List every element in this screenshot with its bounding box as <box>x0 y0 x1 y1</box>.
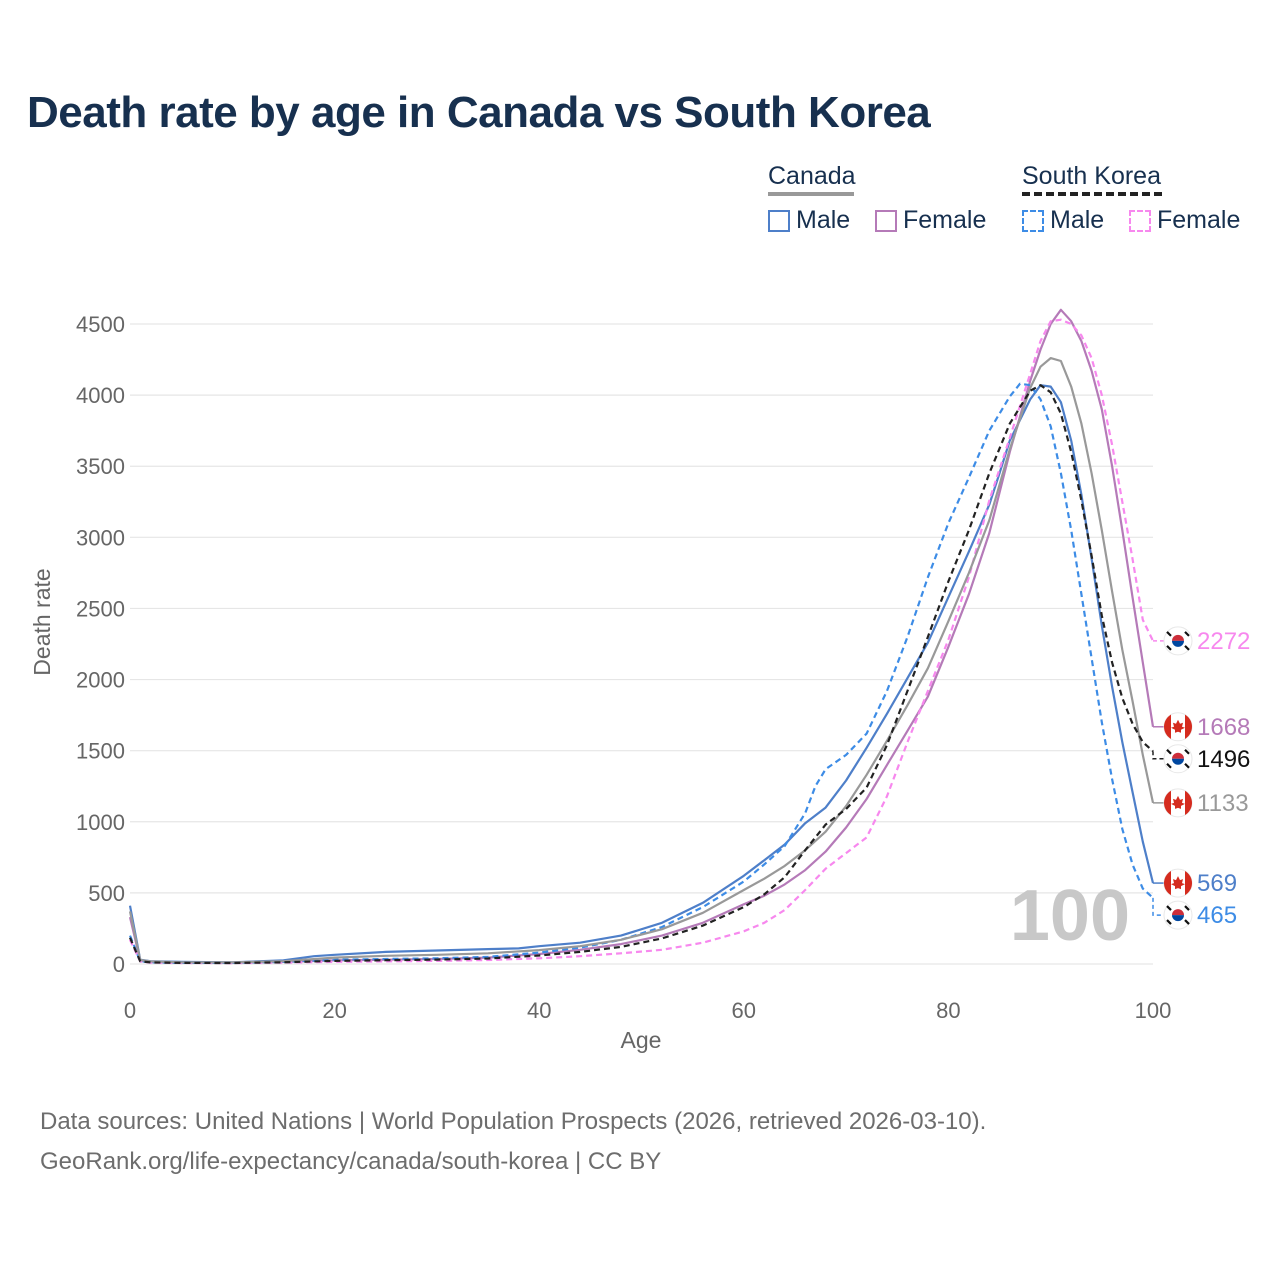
y-axis-ticks: 0 500 1000 1500 2000 2500 3000 3500 4000 4500 <box>76 312 125 977</box>
end-label-value: 2272 <box>1197 628 1250 655</box>
y-tick-label: 0 <box>113 952 125 977</box>
end-label-connector <box>1152 751 1164 760</box>
legend-swatch <box>875 209 897 232</box>
chart-title: Death rate by age in Canada vs South Kor… <box>27 88 931 137</box>
y-tick-label: 4500 <box>76 312 125 337</box>
y-tick-label: 1000 <box>76 810 125 835</box>
series-lines <box>128 308 1155 965</box>
x-tick-label: 20 <box>322 998 346 1023</box>
south-korea-flag-icon <box>1163 744 1193 774</box>
y-tick-label: 3000 <box>76 525 125 550</box>
series-line-south-korea-total[interactable] <box>128 384 1154 965</box>
series-line-canada-male[interactable] <box>128 384 1155 964</box>
series-line-canada-female[interactable] <box>128 308 1155 964</box>
south-korea-flag-icon <box>1163 900 1193 930</box>
canada-flag-icon <box>1163 788 1193 818</box>
series-line-south-korea-female[interactable] <box>129 318 1154 965</box>
end-label-value: 465 <box>1197 902 1237 929</box>
grid-lines <box>130 323 1153 965</box>
y-tick-label: 4000 <box>76 383 125 408</box>
y-tick-label: 1500 <box>76 739 125 764</box>
legend-item-canada-male[interactable]: Male <box>768 206 850 235</box>
footer-source: Data sources: United Nations | World Pop… <box>40 1108 987 1135</box>
y-tick-label: 3500 <box>76 454 125 479</box>
legend-group-line <box>768 192 854 196</box>
legend-item-canada-female[interactable]: Female <box>875 206 986 235</box>
y-tick-label: 500 <box>88 881 125 906</box>
legend-group-line <box>1022 192 1162 196</box>
end-label-value: 569 <box>1197 870 1237 897</box>
y-tick-label: 2500 <box>76 596 125 621</box>
legend-swatch <box>1022 209 1044 232</box>
legend-item-label: Male <box>796 206 851 234</box>
x-tick-label: 80 <box>936 998 960 1023</box>
legend-group-label: South Korea <box>1022 162 1161 190</box>
legend-swatch <box>1129 209 1151 232</box>
end-label-connector <box>1152 897 1164 916</box>
legend-item-label: Male <box>1050 206 1105 234</box>
legend-group-south-korea[interactable]: South Korea <box>1022 162 1162 196</box>
line-chart: 100 050010001500200025003000350040004500… <box>29 308 1250 1053</box>
legend-item-south-korea-male[interactable]: Male <box>1022 206 1104 235</box>
series-line-canada-total[interactable] <box>128 357 1155 964</box>
end-label-value: 1668 <box>1197 714 1250 741</box>
x-axis-ticks: 0 20 40 60 80 100 <box>124 998 1171 1023</box>
y-axis-label: Death rate <box>29 568 55 675</box>
end-label-value: 1133 <box>1197 790 1249 817</box>
x-tick-label: 100 <box>1135 998 1172 1023</box>
series-line-south-korea-male[interactable] <box>128 382 1154 964</box>
canada-flag-icon <box>1163 712 1193 742</box>
legend-item-label: Female <box>1157 206 1241 234</box>
legend-group-canada[interactable]: Canada <box>768 162 856 196</box>
south-korea-flag-icon <box>1163 626 1193 656</box>
legend-group-label: Canada <box>768 162 856 190</box>
y-tick-label: 2000 <box>76 668 125 693</box>
end-labels: 2272 1668 1496 1133 569 465 <box>1152 626 1250 930</box>
legend-item-label: Female <box>903 206 987 234</box>
x-tick-label: 0 <box>124 998 136 1023</box>
watermark-age: 100 <box>1010 876 1130 956</box>
footer-link: GeoRank.org/life-expectancy/canada/south… <box>40 1148 662 1175</box>
legend-item-south-korea-female[interactable]: Female <box>1129 206 1240 235</box>
canada-flag-icon <box>1163 868 1193 898</box>
end-label-value: 1496 <box>1197 746 1250 773</box>
x-axis-label: Age <box>621 1027 662 1053</box>
x-tick-label: 40 <box>527 998 551 1023</box>
legend-swatch <box>768 209 790 232</box>
x-tick-label: 60 <box>732 998 756 1023</box>
